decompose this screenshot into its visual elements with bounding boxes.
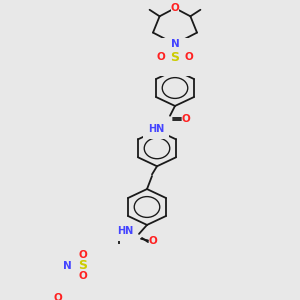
Text: O: O (182, 114, 190, 124)
Text: S: S (79, 259, 88, 272)
Text: HN: HN (117, 226, 133, 236)
Text: O: O (54, 293, 62, 300)
Text: O: O (171, 3, 179, 13)
Text: O: O (184, 52, 194, 62)
Text: O: O (148, 236, 158, 246)
Text: N: N (171, 39, 179, 49)
Text: O: O (157, 52, 165, 62)
Text: N: N (63, 261, 71, 271)
Text: S: S (170, 50, 179, 64)
Text: O: O (79, 250, 87, 260)
Text: O: O (79, 271, 87, 281)
Text: HN: HN (148, 124, 164, 134)
